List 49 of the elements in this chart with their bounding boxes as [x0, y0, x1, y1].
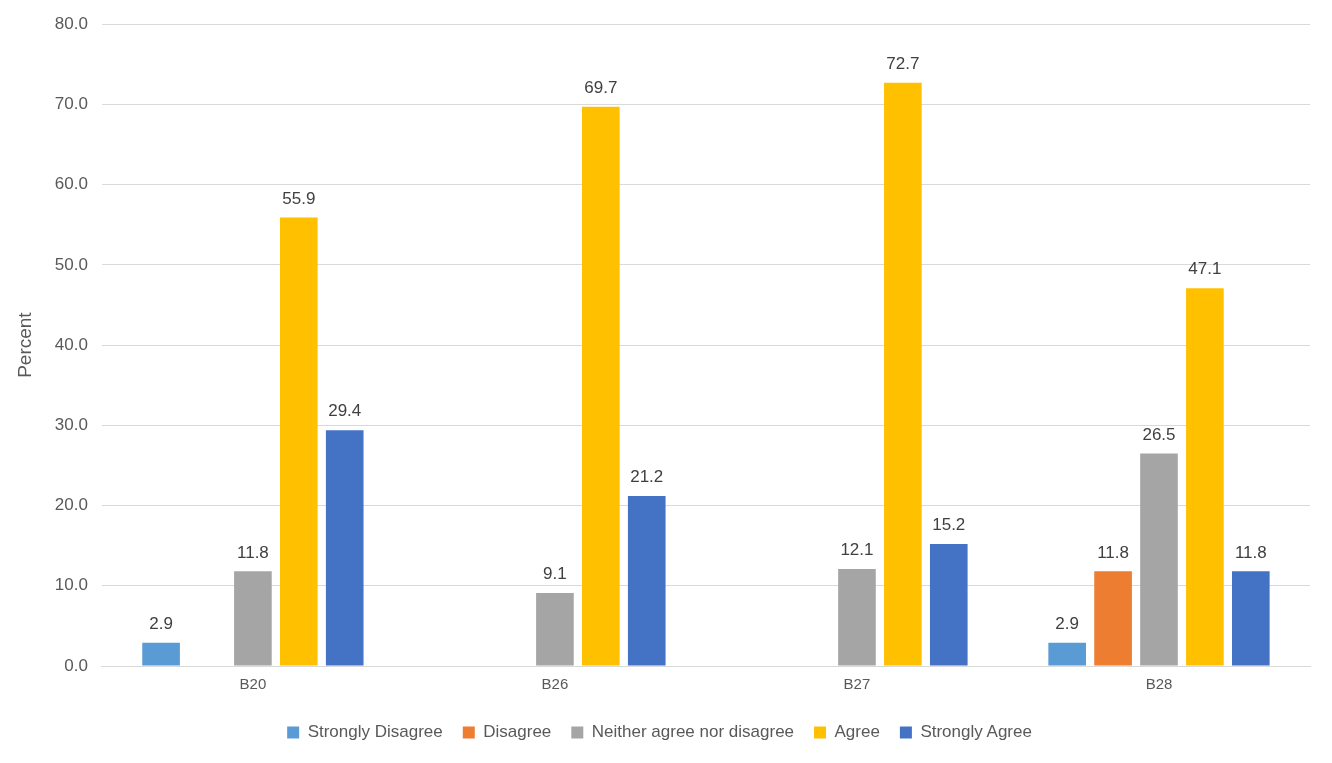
- y-tick-label: 20.0: [54, 495, 88, 515]
- legend-label: Strongly Disagree: [307, 722, 443, 742]
- data-label: 11.8: [1234, 542, 1267, 562]
- bar: [929, 544, 968, 666]
- bar: [627, 495, 666, 666]
- bar: [1231, 571, 1270, 666]
- bar: [582, 106, 620, 666]
- legend-label: Neither agree nor disagree: [591, 722, 795, 742]
- bar: [279, 217, 318, 666]
- y-tick-label: 30.0: [54, 415, 88, 435]
- y-tick-label: 70.0: [54, 94, 88, 114]
- data-label: 55.9: [282, 188, 316, 208]
- data-label: 21.2: [630, 467, 664, 487]
- y-tick-label: 80.0: [54, 13, 88, 33]
- bar: [1094, 571, 1132, 666]
- y-tick-label: 0.0: [64, 655, 88, 675]
- x-tick-label: B26: [541, 675, 569, 693]
- x-tick-label: B28: [1145, 675, 1173, 693]
- y-tick-label: 60.0: [54, 174, 88, 194]
- data-label: 72.7: [886, 53, 920, 73]
- data-label: 29.4: [328, 401, 362, 421]
- bar: [838, 568, 876, 666]
- bar: [325, 430, 364, 666]
- y-tick-label: 10.0: [54, 575, 88, 595]
- data-label: 26.5: [1142, 424, 1176, 444]
- y-tick-label: 50.0: [54, 254, 88, 274]
- bar: [142, 642, 180, 666]
- data-label: 11.8: [1097, 542, 1129, 562]
- data-label: 11.8: [236, 542, 269, 562]
- bar: [234, 571, 272, 666]
- data-label: 9.1: [543, 564, 567, 584]
- legend-label: Strongly Agree: [920, 722, 1032, 742]
- x-tick-label: B27: [843, 675, 871, 693]
- bar: [1048, 642, 1086, 666]
- y-tick-label: 40.0: [54, 334, 88, 354]
- data-label: 47.1: [1188, 259, 1222, 279]
- data-label: 15.2: [932, 515, 966, 535]
- bar: [884, 82, 922, 666]
- legend-label: Disagree: [483, 722, 552, 742]
- data-label: 69.7: [584, 78, 618, 98]
- legend-label: Agree: [834, 722, 880, 742]
- data-label: 12.1: [840, 540, 874, 560]
- y-axis-title: Percent: [13, 311, 35, 378]
- data-label: 2.9: [1055, 613, 1079, 633]
- bar: [1186, 288, 1224, 666]
- bar: [1140, 453, 1178, 666]
- data-label: 2.9: [149, 613, 173, 633]
- x-tick-label: B20: [239, 675, 267, 693]
- bar: [536, 593, 574, 666]
